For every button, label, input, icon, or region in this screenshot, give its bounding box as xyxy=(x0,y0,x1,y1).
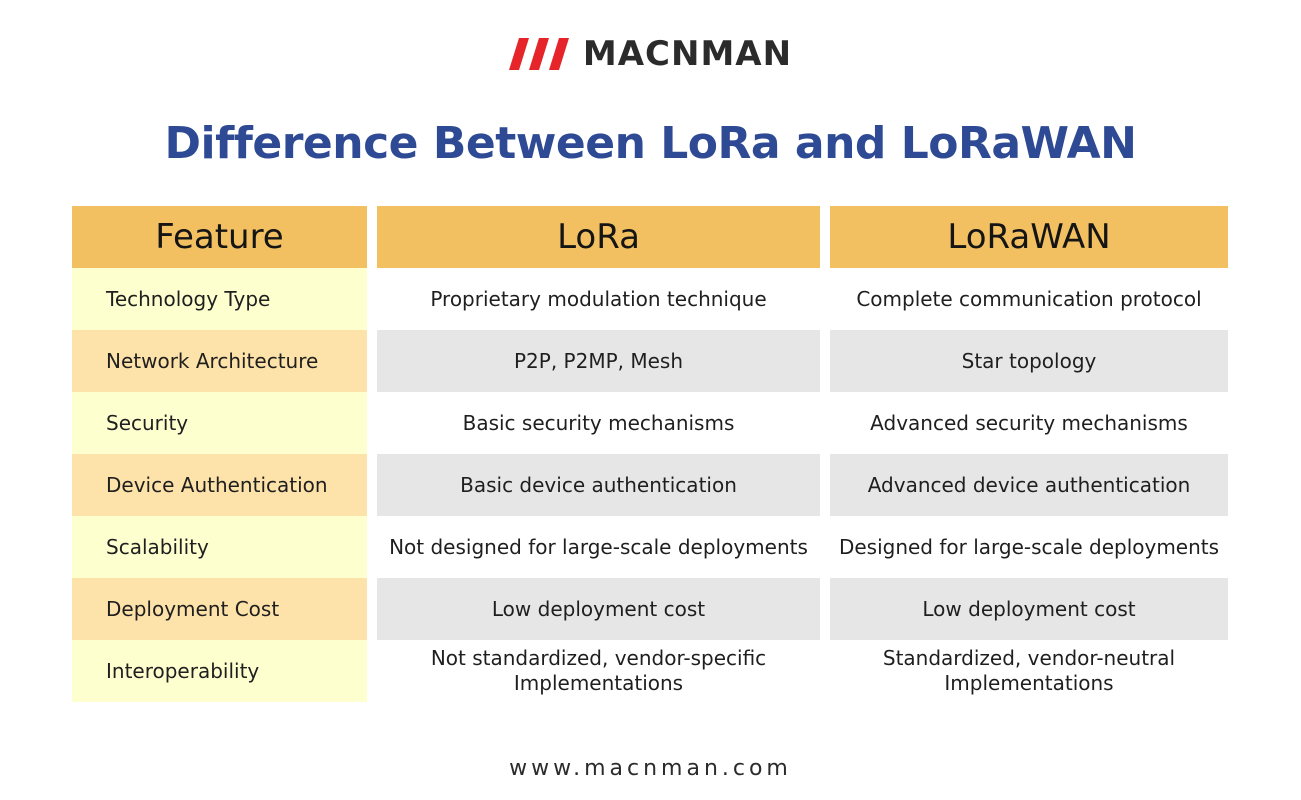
lora-cell: Basic security mechanisms xyxy=(377,392,820,454)
lora-cell: P2P, P2MP, Mesh xyxy=(377,330,820,392)
lorawan-cell: Star topology xyxy=(830,330,1228,392)
lorawan-cell: Low deployment cost xyxy=(830,578,1228,640)
brand-name: MACNMAN xyxy=(582,34,793,74)
website-url: www.macnman.com xyxy=(509,756,792,781)
slashes-logo-icon xyxy=(508,38,569,70)
feature-cell: Device Authentication xyxy=(72,454,367,516)
feature-cell: Security xyxy=(72,392,367,454)
lorawan-cell: Designed for large-scale deployments xyxy=(830,516,1228,578)
feature-cell: Network Architecture xyxy=(72,330,367,392)
lorawan-cell: Advanced device authentication xyxy=(830,454,1228,516)
brand-logo: MACNMAN xyxy=(0,34,1301,74)
lora-cell: Low deployment cost xyxy=(377,578,820,640)
feature-cell: Interoperability xyxy=(72,640,367,702)
feature-cell: Deployment Cost xyxy=(72,578,367,640)
lorawan-cell: Complete communication protocol xyxy=(830,268,1228,330)
header-lorawan: LoRaWAN xyxy=(830,206,1228,268)
lora-cell: Not designed for large-scale deployments xyxy=(377,516,820,578)
comparison-table: Feature LoRa LoRaWAN Technology Type Pro… xyxy=(72,206,1228,702)
lora-cell: Not standardized, vendor-specific Implem… xyxy=(377,640,820,702)
lorawan-cell: Standardized, vendor-neutral Implementat… xyxy=(830,640,1228,702)
header-lora: LoRa xyxy=(377,206,820,268)
lora-cell: Proprietary modulation technique xyxy=(377,268,820,330)
lora-cell: Basic device authentication xyxy=(377,454,820,516)
lorawan-cell: Advanced security mechanisms xyxy=(830,392,1228,454)
header-feature: Feature xyxy=(72,206,367,268)
feature-cell: Technology Type xyxy=(72,268,367,330)
feature-cell: Scalability xyxy=(72,516,367,578)
page-title: Difference Between LoRa and LoRaWAN xyxy=(164,118,1137,169)
